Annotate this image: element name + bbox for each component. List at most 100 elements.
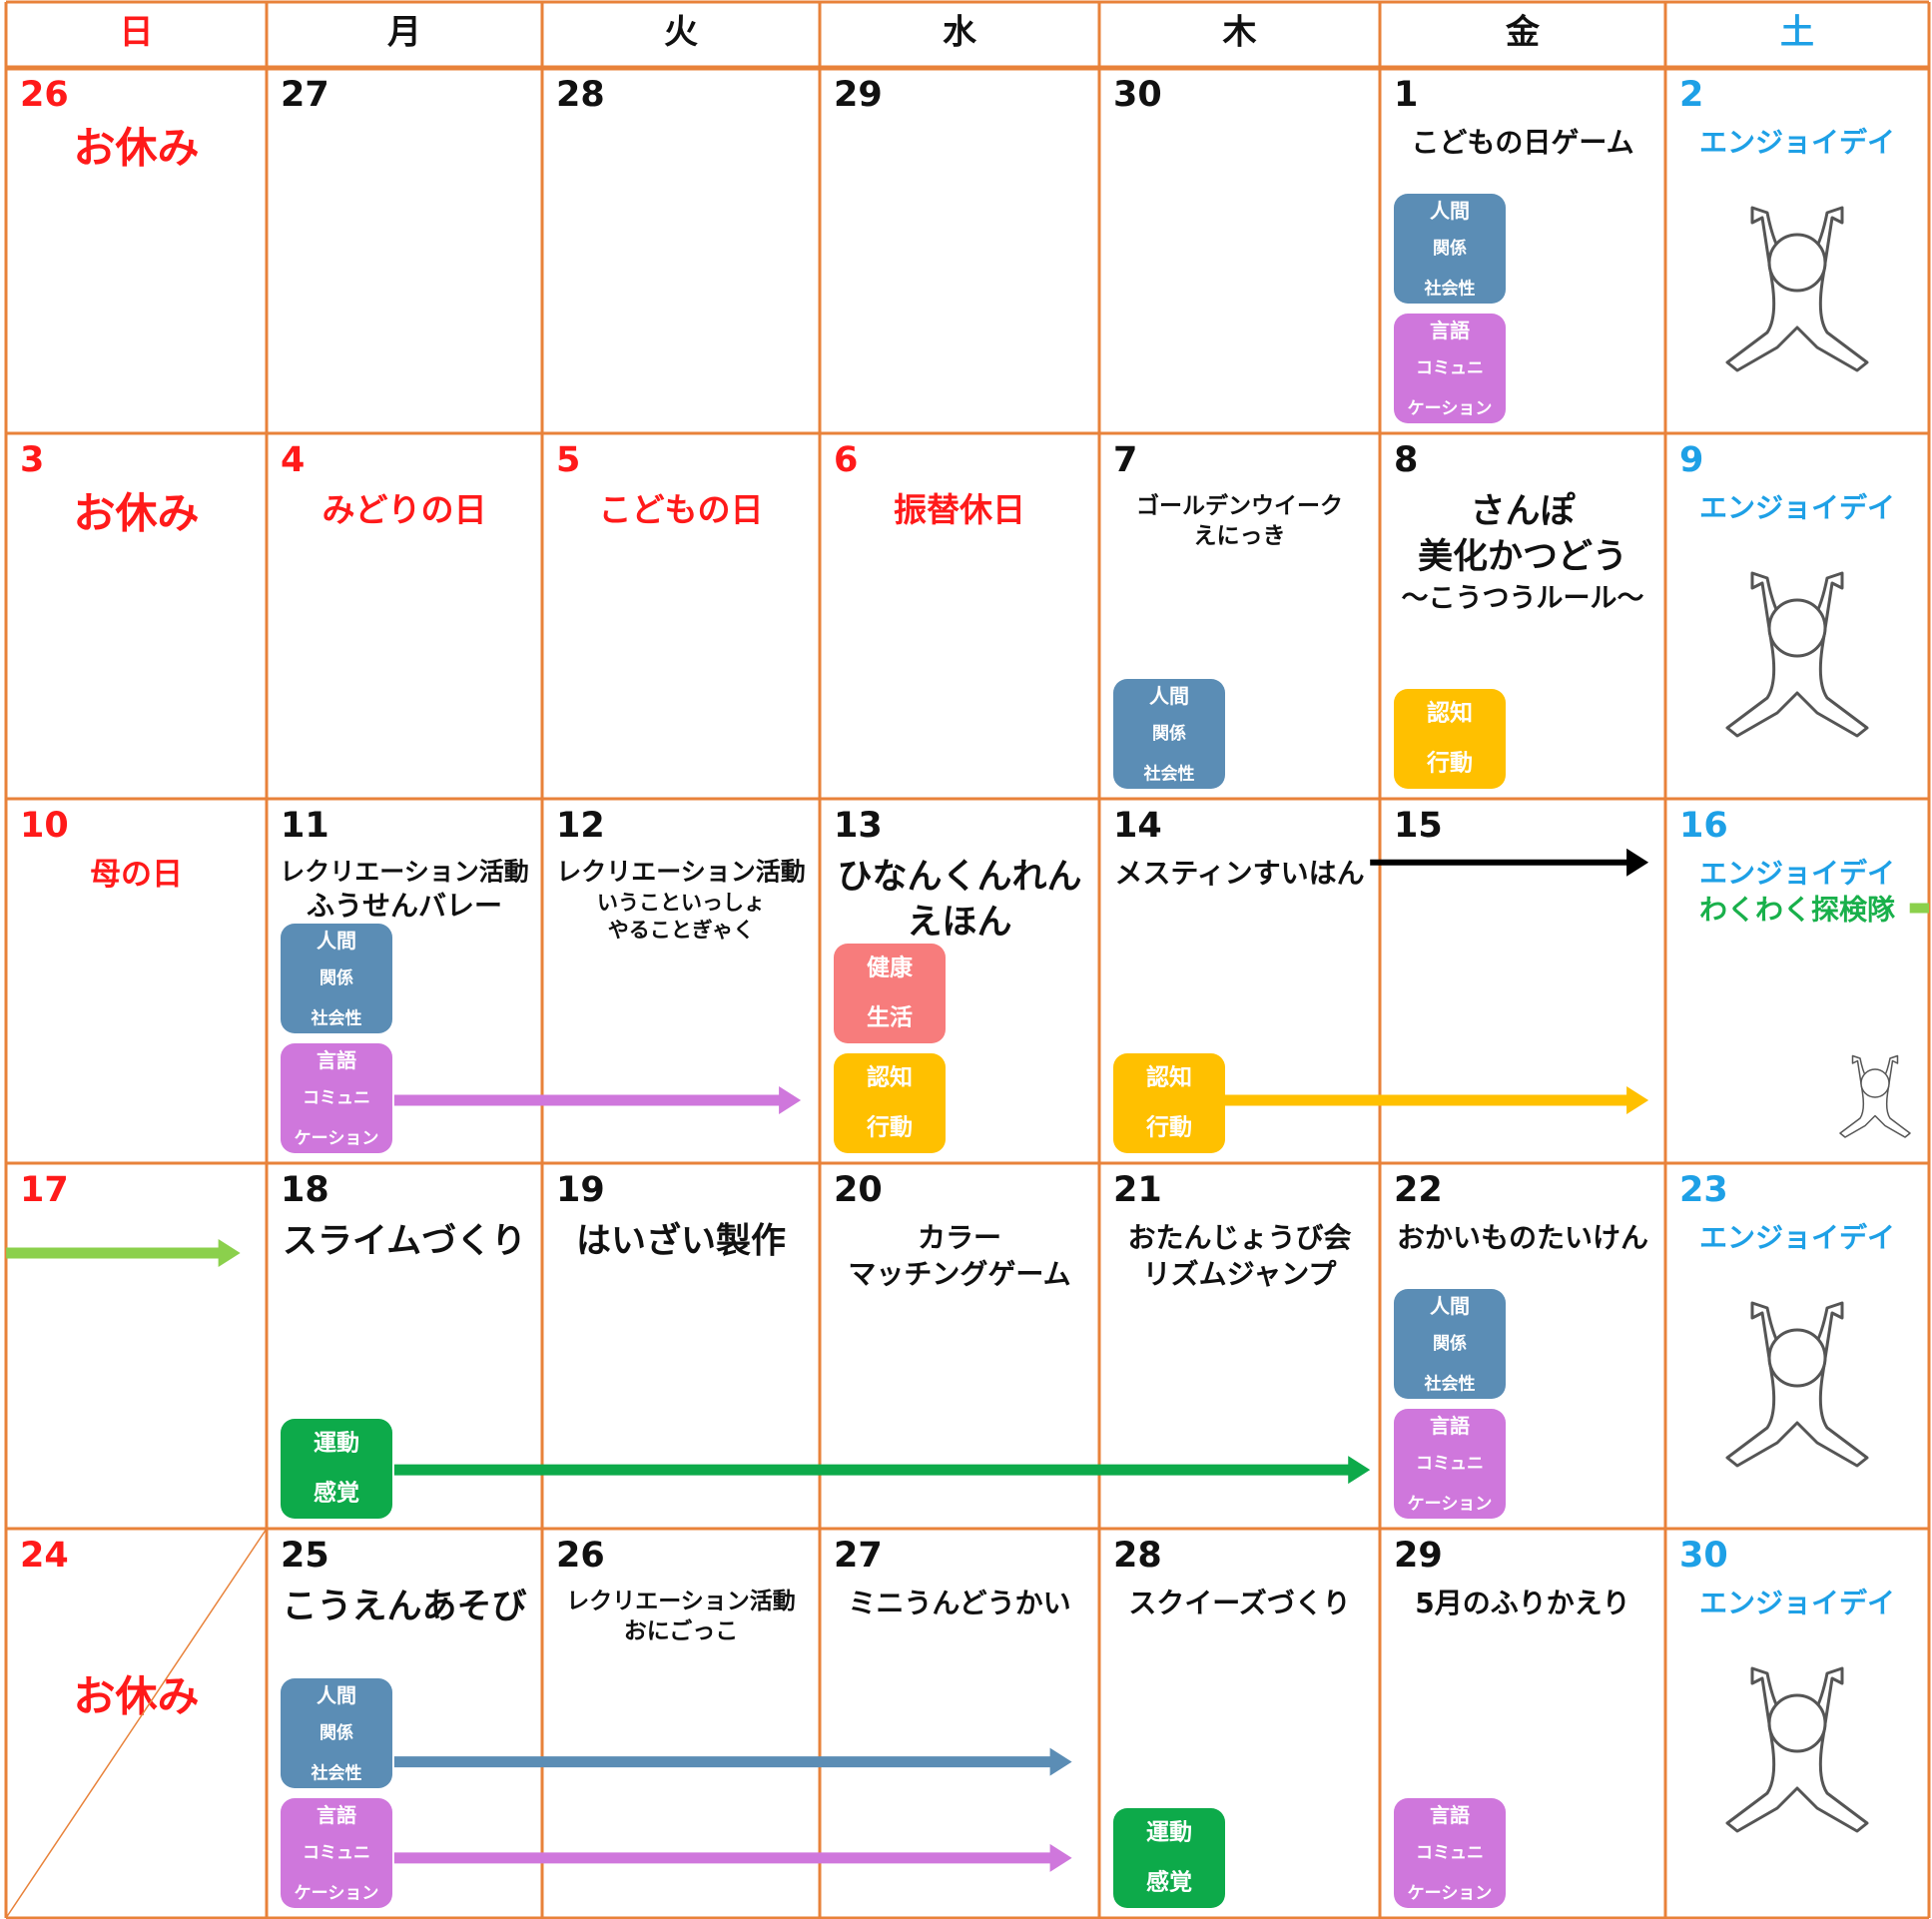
tag-text: 言語 (1430, 319, 1470, 342)
day-header: 木 (1222, 13, 1257, 53)
day-header: 月 (387, 13, 421, 53)
tag-text: 運動 (1146, 1820, 1192, 1846)
tag-text: 言語 (317, 1803, 356, 1827)
divider (5, 1528, 268, 1919)
cell-text: やることぎゃく (608, 918, 755, 942)
date: 25 (281, 1536, 329, 1576)
figure-head (1767, 1328, 1827, 1388)
day-header: 火 (664, 13, 698, 53)
tag-text: 言語 (1430, 1414, 1470, 1438)
tag-text: 社会性 (311, 1763, 362, 1784)
date: 17 (20, 1170, 69, 1210)
cell-text: いうこといっしょ (597, 891, 765, 915)
tag (281, 924, 392, 1033)
tag-text: 社会性 (1143, 764, 1195, 785)
date: 28 (556, 75, 605, 115)
date: 16 (1679, 806, 1728, 846)
date: 4 (281, 440, 305, 480)
date: 5 (556, 440, 580, 480)
tag-text: 社会性 (311, 1008, 362, 1029)
cell-text: エンジョイデイ (1699, 491, 1895, 524)
cell-text: レクリエーション活動 (280, 858, 529, 887)
tag-text: ケーション (1408, 1495, 1493, 1515)
tag-text: 人間 (1149, 684, 1189, 708)
tag-text: 行動 (1426, 750, 1473, 777)
tag-text: 生活 (867, 1005, 913, 1031)
tag (1394, 1289, 1506, 1399)
tag (1394, 1409, 1506, 1519)
cell-text: おかいものたいけん (1397, 1221, 1648, 1254)
tag-text: 関係 (320, 1722, 353, 1743)
cell-text: ～こうつうルール～ (1402, 583, 1644, 614)
date: 7 (1113, 440, 1137, 480)
tag-text: 関係 (320, 967, 353, 988)
cell-text: おたんじょうび会 (1127, 1221, 1351, 1254)
date: 13 (834, 806, 883, 846)
figure (1839, 1054, 1911, 1138)
arrow-head (1049, 1747, 1072, 1776)
cell-text: えほん (907, 903, 1011, 943)
cell-text: レクリエーション活動 (566, 1589, 796, 1614)
cell-text: マッチングゲーム (848, 1257, 1070, 1290)
cell-text: こどもの日 (599, 490, 764, 529)
day-header: 土 (1780, 13, 1814, 53)
date: 27 (834, 1536, 883, 1576)
tag (281, 1798, 392, 1908)
cell-text: みどりの日 (322, 490, 487, 529)
tag-text: 社会性 (1424, 1374, 1476, 1395)
date: 26 (556, 1536, 605, 1576)
figure (1725, 1666, 1869, 1833)
cell-text: お休み (73, 1672, 199, 1721)
arrow-head (218, 1238, 241, 1267)
arrow-head (1626, 848, 1649, 877)
tag-text: 関係 (1433, 238, 1467, 259)
date: 10 (20, 806, 69, 846)
tag-text: ケーション (1408, 399, 1493, 419)
tag-text: ケーション (1408, 1884, 1493, 1904)
date: 12 (556, 806, 605, 846)
cell-text: ゴールデンウイーク (1136, 492, 1343, 519)
figure-head (1767, 598, 1827, 658)
tag (281, 1419, 392, 1519)
date: 29 (1394, 1536, 1443, 1576)
arrow-head (779, 1085, 802, 1114)
tag-text: 人間 (1430, 199, 1470, 223)
date: 19 (556, 1170, 605, 1210)
cell-text: スライムづくり (283, 1222, 526, 1262)
tag (1113, 679, 1225, 789)
cell-text: はいざい製作 (576, 1221, 786, 1262)
figure-head (1767, 1693, 1827, 1753)
tag-text: 関係 (1152, 723, 1186, 744)
figure (1725, 1301, 1869, 1468)
tag-text: 社会性 (1424, 279, 1476, 300)
tag-text: 感覚 (1146, 1869, 1192, 1896)
tag (281, 1678, 392, 1788)
day-header: 金 (1505, 13, 1541, 53)
tag-text: コミュニ (303, 1843, 370, 1863)
date: 11 (281, 806, 329, 846)
cell-text: スクイーズづくり (1128, 1587, 1351, 1619)
cell-text: おにごっこ (624, 1617, 739, 1644)
tag-text: 認知 (867, 1064, 913, 1091)
day-header: 水 (943, 13, 977, 53)
date: 18 (281, 1170, 329, 1210)
tag-text: 行動 (1145, 1114, 1192, 1141)
tag (1113, 1053, 1225, 1153)
cell-text: わくわく探検隊 (1699, 893, 1896, 926)
date: 14 (1113, 806, 1162, 846)
cell-text: こうえんあそび (282, 1588, 526, 1627)
cell-text: お休み (73, 489, 199, 538)
cell-text: えにっき (1194, 523, 1286, 549)
cell-text: お休み (73, 124, 199, 173)
tag (1394, 689, 1506, 789)
tag-text: 人間 (317, 929, 356, 953)
figure (1725, 206, 1869, 372)
arrow-head (1049, 1843, 1072, 1872)
date: 24 (20, 1536, 69, 1576)
figure (1725, 571, 1869, 738)
date: 3 (20, 440, 44, 480)
tag (1113, 1808, 1225, 1908)
tag-text: コミュニ (1416, 1843, 1484, 1863)
tag-text: コミュニ (1416, 358, 1484, 378)
